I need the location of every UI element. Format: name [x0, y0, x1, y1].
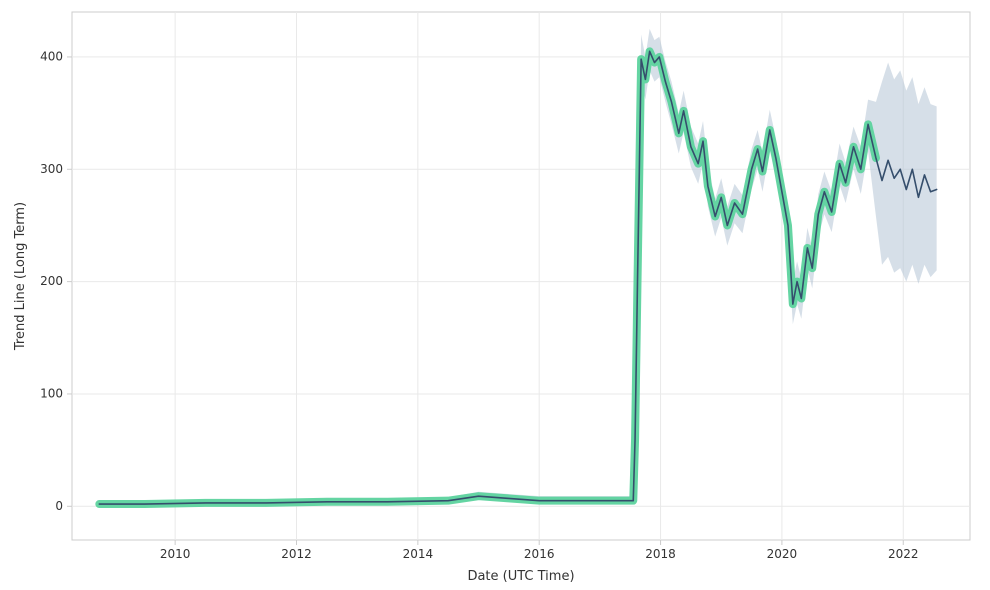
svg-text:2010: 2010 [160, 547, 191, 561]
svg-text:400: 400 [40, 49, 63, 63]
svg-text:0: 0 [55, 499, 63, 513]
svg-text:2014: 2014 [403, 547, 434, 561]
trend-chart: 0 100 200 300 400 2010 2012 2014 2016 2018 2020 202… [0, 0, 990, 590]
svg-text:2018: 2018 [645, 547, 676, 561]
svg-text:200: 200 [40, 274, 63, 288]
svg-text:2012: 2012 [281, 547, 312, 561]
svg-text:Trend Line (Long Term): Trend Line (Long Term) [13, 202, 28, 351]
svg-text:Date (UTC Time): Date (UTC Time) [467, 569, 574, 584]
svg-text:300: 300 [40, 162, 63, 176]
svg-text:2022: 2022 [888, 547, 919, 561]
svg-text:100: 100 [40, 386, 63, 400]
svg-text:2016: 2016 [524, 547, 555, 561]
chart-canvas: 0 100 200 300 400 2010 2012 2014 2016 2018 2020 202… [0, 0, 990, 590]
svg-text:2020: 2020 [767, 547, 798, 561]
